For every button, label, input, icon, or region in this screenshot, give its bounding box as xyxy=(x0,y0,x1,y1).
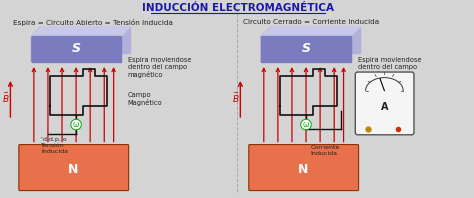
Text: Espira moviendose
dentro del campo
magnético: Espira moviendose dentro del campo magné… xyxy=(128,57,191,78)
Polygon shape xyxy=(262,27,360,36)
Polygon shape xyxy=(262,36,351,62)
Text: $\vec{B}$: $\vec{B}$ xyxy=(232,91,239,105)
Text: ω: ω xyxy=(73,120,79,129)
Text: Corriente
Inducida: Corriente Inducida xyxy=(311,146,340,156)
Text: S: S xyxy=(72,42,81,55)
Polygon shape xyxy=(271,27,360,52)
Text: Campo
Magnético: Campo Magnético xyxy=(358,92,392,106)
FancyBboxPatch shape xyxy=(19,145,128,190)
Polygon shape xyxy=(31,27,130,36)
Text: N: N xyxy=(298,163,308,176)
Polygon shape xyxy=(31,36,121,62)
Polygon shape xyxy=(31,27,41,62)
Text: 'd.d.p. o
Tensión
Inducida: 'd.d.p. o Tensión Inducida xyxy=(41,137,68,154)
FancyBboxPatch shape xyxy=(356,72,414,135)
Text: Circuito Cerrado = Corriente Inducida: Circuito Cerrado = Corriente Inducida xyxy=(243,19,379,25)
Text: Campo
Magnético: Campo Magnético xyxy=(128,92,162,106)
Text: A: A xyxy=(381,102,388,112)
Text: $\vec{B}$: $\vec{B}$ xyxy=(2,91,9,105)
FancyBboxPatch shape xyxy=(249,145,359,190)
Polygon shape xyxy=(262,27,271,62)
Text: S: S xyxy=(301,42,310,55)
Text: ω: ω xyxy=(303,120,309,129)
Text: Espira = Circuito Abierto = Tensión Inducida: Espira = Circuito Abierto = Tensión Indu… xyxy=(13,19,173,26)
Polygon shape xyxy=(41,27,130,52)
Text: INDUCCIÓN ELECTROMAGNÉTICA: INDUCCIÓN ELECTROMAGNÉTICA xyxy=(142,3,334,13)
Text: N: N xyxy=(68,163,78,176)
Text: Espira moviendose
dentro del campo
magnético: Espira moviendose dentro del campo magné… xyxy=(358,57,421,78)
